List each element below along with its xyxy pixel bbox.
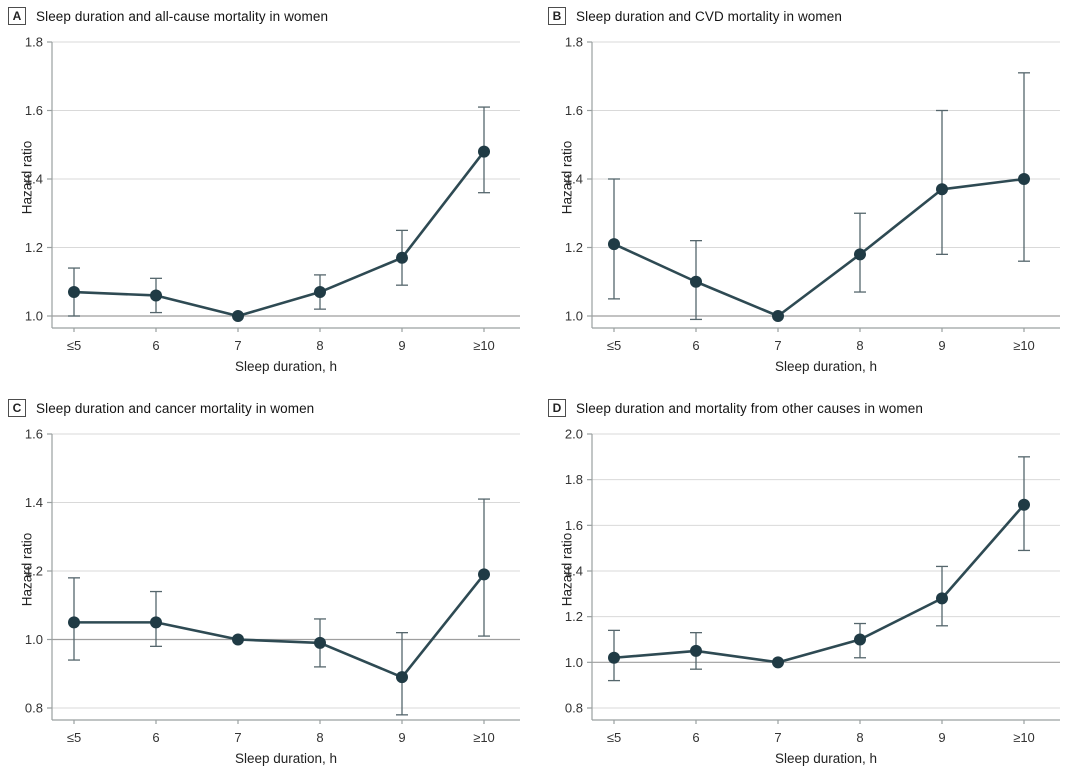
x-tick-label: 6 xyxy=(692,338,699,353)
data-point xyxy=(232,633,244,646)
x-tick-label: 9 xyxy=(398,338,405,353)
panel-c-header: C Sleep duration and cancer mortality in… xyxy=(8,398,314,418)
panel-a-header: A Sleep duration and all-cause mortality… xyxy=(8,6,328,26)
trend-line xyxy=(613,177,1025,318)
y-tick-label: 1.8 xyxy=(565,35,583,50)
y-tick-label: 1.2 xyxy=(25,240,43,255)
data-point xyxy=(68,616,80,629)
y-tick-label: 1.6 xyxy=(565,103,583,118)
data-point xyxy=(68,286,80,299)
chart-svg: 0.8 1.0 1.2 1.4 1.6 ≤5 6 7 8 9 ≥10 xyxy=(25,427,520,745)
x-tick-label: ≤5 xyxy=(607,730,621,745)
x-tick-label: 7 xyxy=(234,338,241,353)
y-tick-label: 1.8 xyxy=(25,35,43,50)
data-point xyxy=(396,251,408,264)
y-tick-label: 1.0 xyxy=(565,309,583,324)
x-tick-label: 9 xyxy=(938,730,945,745)
chart-svg: 1.0 1.2 1.4 1.6 1.8 ≤5 6 7 8 9 ≥10 xyxy=(25,35,520,353)
data-point xyxy=(690,644,702,657)
y-tick-label: 1.2 xyxy=(565,609,583,624)
y-tick-label: 1.6 xyxy=(25,103,43,118)
data-point xyxy=(1018,173,1030,185)
panel-b-header: B Sleep duration and CVD mortality in wo… xyxy=(548,6,842,26)
x-tick-label: 8 xyxy=(856,730,863,745)
data-point xyxy=(314,636,326,649)
x-tick-label: ≥10 xyxy=(473,730,495,745)
y-tick-label: 1.2 xyxy=(565,240,583,255)
panel-a: A Sleep duration and all-cause mortality… xyxy=(0,0,540,392)
x-tick-label: 7 xyxy=(234,730,241,745)
x-tick-label: ≤5 xyxy=(607,338,621,353)
panel-d-header: D Sleep duration and mortality from othe… xyxy=(548,398,923,418)
y-tick-label: 1.4 xyxy=(25,172,43,187)
data-point xyxy=(314,286,326,299)
data-point xyxy=(936,592,948,605)
y-tick-label: 1.0 xyxy=(25,632,43,647)
x-tick-label: 9 xyxy=(398,730,405,745)
panel-title: Sleep duration and all-cause mortality i… xyxy=(36,8,329,24)
x-axis-label: Sleep duration, h xyxy=(234,751,338,766)
x-tick-label: ≥10 xyxy=(1013,338,1035,353)
x-tick-label: 6 xyxy=(152,730,159,745)
trend-line xyxy=(73,150,486,318)
x-tick-label: 6 xyxy=(152,338,159,353)
data-point xyxy=(936,183,948,196)
panel-letter-badge: B xyxy=(548,7,566,25)
data-point xyxy=(150,616,162,629)
y-tick-label: 2.0 xyxy=(565,427,583,442)
data-point xyxy=(608,651,620,664)
x-tick-label: 8 xyxy=(856,338,863,353)
data-point xyxy=(478,145,490,158)
panel-title: Sleep duration and CVD mortality in wome… xyxy=(576,8,842,24)
data-point xyxy=(854,633,866,646)
panel-letter-badge: C xyxy=(8,399,26,417)
panel-title: Sleep duration and mortality from other … xyxy=(576,400,923,416)
x-tick-label: 7 xyxy=(774,730,781,745)
y-tick-label: 1.8 xyxy=(565,472,583,487)
x-tick-label: ≥10 xyxy=(1013,730,1035,745)
panel-d: D Sleep duration and mortality from othe… xyxy=(540,392,1080,783)
data-point xyxy=(150,289,162,302)
data-point xyxy=(772,310,784,322)
x-tick-label: ≥10 xyxy=(473,338,495,353)
data-point xyxy=(854,248,866,261)
data-point xyxy=(1018,498,1030,511)
trend-line xyxy=(613,503,1025,664)
y-tick-label: 1.2 xyxy=(25,564,43,579)
y-tick-label: 1.6 xyxy=(25,427,43,442)
x-tick-label: ≤5 xyxy=(67,338,81,353)
y-tick-label: 1.6 xyxy=(565,518,583,533)
data-point xyxy=(608,238,620,251)
panel-b: B Sleep duration and CVD mortality in wo… xyxy=(540,0,1080,392)
panel-letter-badge: D xyxy=(548,399,566,417)
panel-letter-badge: A xyxy=(8,7,26,25)
panel-title: Sleep duration and cancer mortality in w… xyxy=(36,400,315,416)
chart-svg: 1.0 1.2 1.4 1.6 1.8 ≤5 6 7 8 9 ≥10 xyxy=(565,35,1060,353)
y-tick-label: 0.8 xyxy=(25,701,43,716)
panel-c: C Sleep duration and cancer mortality in… xyxy=(0,392,540,783)
y-tick-label: 1.0 xyxy=(25,309,43,324)
y-tick-label: 1.4 xyxy=(25,495,43,510)
x-tick-label: 8 xyxy=(316,730,323,745)
data-point xyxy=(478,568,490,581)
x-tick-label: ≤5 xyxy=(67,730,81,745)
y-tick-label: 0.8 xyxy=(565,701,583,716)
x-axis-label: Sleep duration, h xyxy=(774,359,878,374)
x-axis-label: Sleep duration, h xyxy=(774,751,878,766)
data-point xyxy=(690,275,702,288)
y-tick-label: 1.4 xyxy=(565,172,583,187)
y-tick-label: 1.0 xyxy=(565,655,583,670)
x-axis-label: Sleep duration, h xyxy=(234,359,338,374)
x-tick-label: 6 xyxy=(692,730,699,745)
data-point xyxy=(396,671,408,684)
y-tick-label: 1.4 xyxy=(565,564,583,579)
data-point xyxy=(772,656,784,669)
x-tick-label: 9 xyxy=(938,338,945,353)
data-point xyxy=(232,310,244,322)
trend-line xyxy=(74,573,486,679)
x-tick-label: 8 xyxy=(316,338,323,353)
chart-svg: 0.8 1.0 1.2 1.4 1.6 1.8 2.0 ≤5 6 7 8 9 ≥10 xyxy=(565,427,1060,745)
x-tick-label: 7 xyxy=(774,338,781,353)
